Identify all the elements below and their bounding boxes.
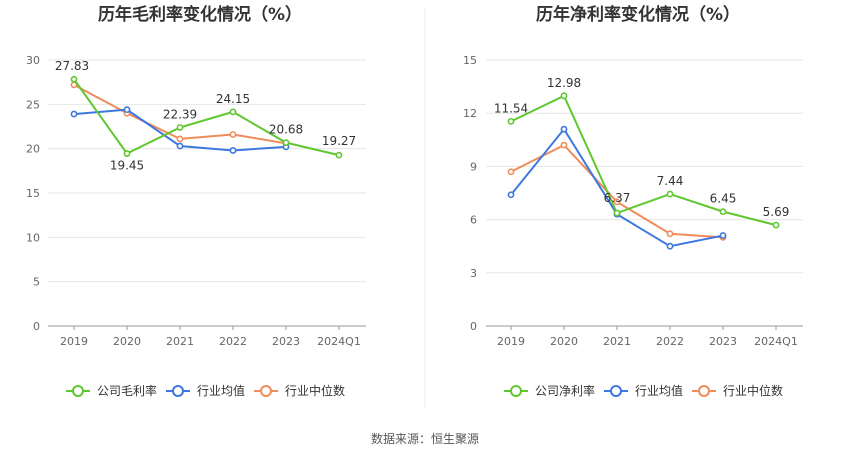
data-point[interactable] [560,141,568,149]
legend-marker-icon [698,385,710,397]
legend-item[interactable]: 公司毛利率 [66,383,157,398]
data-point[interactable] [560,125,568,133]
data-label: 11.54 [494,101,528,115]
data-label: 6.37 [604,191,631,205]
data-source-note: 数据来源：恒生聚源 [371,431,479,446]
y-tick-label: 3 [470,267,477,280]
data-label: 6.45 [710,192,737,206]
data-point[interactable] [70,75,78,83]
data-point[interactable] [70,110,78,118]
y-tick-label: 12 [463,107,477,120]
y-tick-label: 10 [26,231,40,244]
x-tick-label: 2024Q1 [317,335,361,348]
data-point[interactable] [719,232,727,239]
legend-label: 公司净利率 [535,383,595,398]
legend-item[interactable]: 公司净利率 [504,383,595,398]
legend-item[interactable]: 行业均值 [604,383,683,398]
chart-title: 历年毛利率变化情况（%） [98,4,302,25]
x-tick-label: 2020 [550,335,578,348]
x-tick-label: 2021 [166,335,194,348]
data-point[interactable] [176,135,184,143]
data-point[interactable] [613,198,621,206]
x-tick-label: 2023 [709,335,737,348]
data-point[interactable] [123,106,131,114]
data-point[interactable] [176,142,184,150]
legend-label: 公司毛利率 [97,383,157,398]
data-point[interactable] [613,209,621,217]
legend-item[interactable]: 行业中位数 [254,383,345,398]
x-tick-label: 2019 [497,335,525,348]
y-tick-label: 0 [33,320,40,333]
data-point[interactable] [719,208,727,216]
legend-label: 行业中位数 [285,383,345,398]
x-tick-label: 2023 [272,335,300,348]
data-label: 5.69 [763,205,790,219]
data-point[interactable] [229,131,237,138]
data-point[interactable] [666,242,674,250]
data-point[interactable] [507,191,515,199]
y-tick-label: 6 [470,214,477,227]
gross-margin-chart: 历年毛利率变化情况（%） 0 5 10 15 20 25 30 2019 2020 2021 2022… [26,4,366,398]
x-tick-label: 2022 [656,335,684,348]
y-tick-label: 30 [26,54,40,67]
data-point[interactable] [123,150,131,157]
x-tick-label: 2024Q1 [754,335,798,348]
data-point[interactable] [666,190,674,198]
series-line [73,78,340,157]
y-tick-label: 15 [26,187,40,200]
legend-label: 行业均值 [635,383,683,398]
x-tick-label: 2021 [603,335,631,348]
y-tick-label: 9 [470,160,477,173]
legend-item[interactable]: 行业中位数 [692,383,783,398]
series-line [510,127,724,248]
y-tick-label: 0 [470,320,477,333]
data-point[interactable] [229,108,237,116]
data-point[interactable] [560,92,568,100]
data-label: 12.98 [547,76,581,90]
x-tick-label: 2019 [60,335,88,348]
data-point[interactable] [335,151,343,159]
data-point[interactable] [507,168,515,176]
legend-marker-icon [72,385,84,397]
y-tick-label: 5 [33,276,40,289]
legend-marker-icon [260,385,272,397]
legend-marker-icon [172,385,184,397]
data-label: 20.68 [269,123,303,137]
data-point[interactable] [282,139,290,147]
x-tick-label: 2022 [219,335,247,348]
data-label: 22.39 [163,107,197,121]
data-point[interactable] [507,117,515,125]
data-point[interactable] [176,124,184,131]
data-label: 7.44 [657,174,684,188]
data-point[interactable] [772,221,780,229]
legend-marker-icon [510,385,522,397]
series-line [510,94,777,227]
legend-label: 行业均值 [197,383,245,398]
data-label: 19.45 [110,159,144,173]
data-label: 27.83 [55,59,89,73]
y-tick-label: 20 [26,143,40,156]
legend-item[interactable]: 行业均值 [166,383,245,398]
data-point[interactable] [666,230,674,238]
y-tick-label: 15 [463,54,477,67]
x-tick-label: 2020 [113,335,141,348]
y-tick-label: 25 [26,98,40,111]
legend-label: 行业中位数 [723,383,783,398]
data-point[interactable] [229,147,237,154]
legend-marker-icon [610,385,622,397]
data-label: 19.27 [322,134,356,148]
chart-title: 历年净利率变化情况（%） [536,4,740,25]
net-margin-chart: 历年净利率变化情况（%） 0 3 6 9 12 15 2019 2020 2021 2022 2023… [463,4,803,398]
data-label: 24.15 [216,92,250,106]
